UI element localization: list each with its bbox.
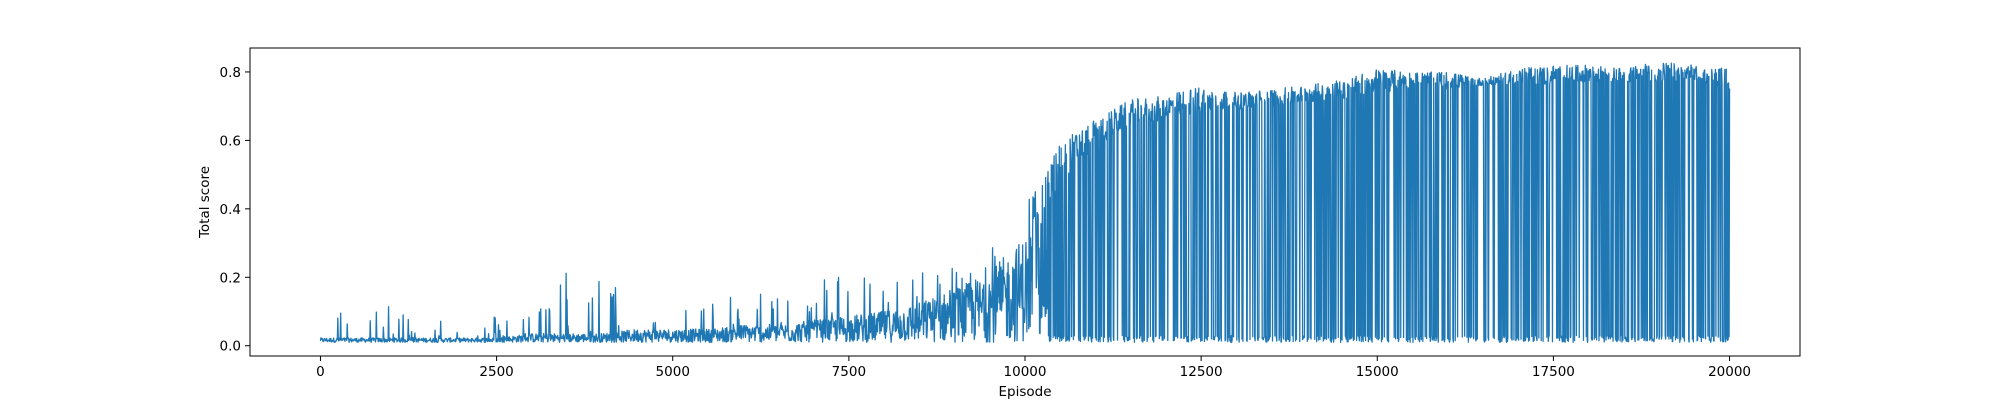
score-series-line	[319, 62, 1731, 343]
x-tick-label: 20000	[1708, 364, 1751, 380]
y-axis-label: Total score	[197, 166, 213, 239]
x-axis-label: Episode	[998, 384, 1051, 400]
y-tick-label: 0.6	[220, 133, 241, 149]
x-tick-label: 12500	[1180, 364, 1223, 380]
x-tick-label: 2500	[479, 364, 513, 380]
x-tick-label: 17500	[1532, 364, 1575, 380]
x-tick-label: 5000	[656, 364, 690, 380]
x-tick-label: 0	[316, 364, 325, 380]
y-tick-label: 0.0	[220, 339, 241, 355]
y-axis: 0.0 0.2 0.4 0.6 0.8	[220, 65, 250, 355]
x-tick-label: 10000	[1004, 364, 1047, 380]
y-tick-label: 0.8	[220, 65, 241, 81]
x-tick-label: 15000	[1356, 364, 1399, 380]
series-layer	[319, 62, 1731, 343]
y-tick-label: 0.4	[220, 202, 241, 218]
x-tick-label: 7500	[832, 364, 866, 380]
y-tick-label: 0.2	[220, 270, 241, 286]
x-axis: 0 2500 5000 7500 10000 12500 15000 17500 20000	[316, 356, 1751, 380]
